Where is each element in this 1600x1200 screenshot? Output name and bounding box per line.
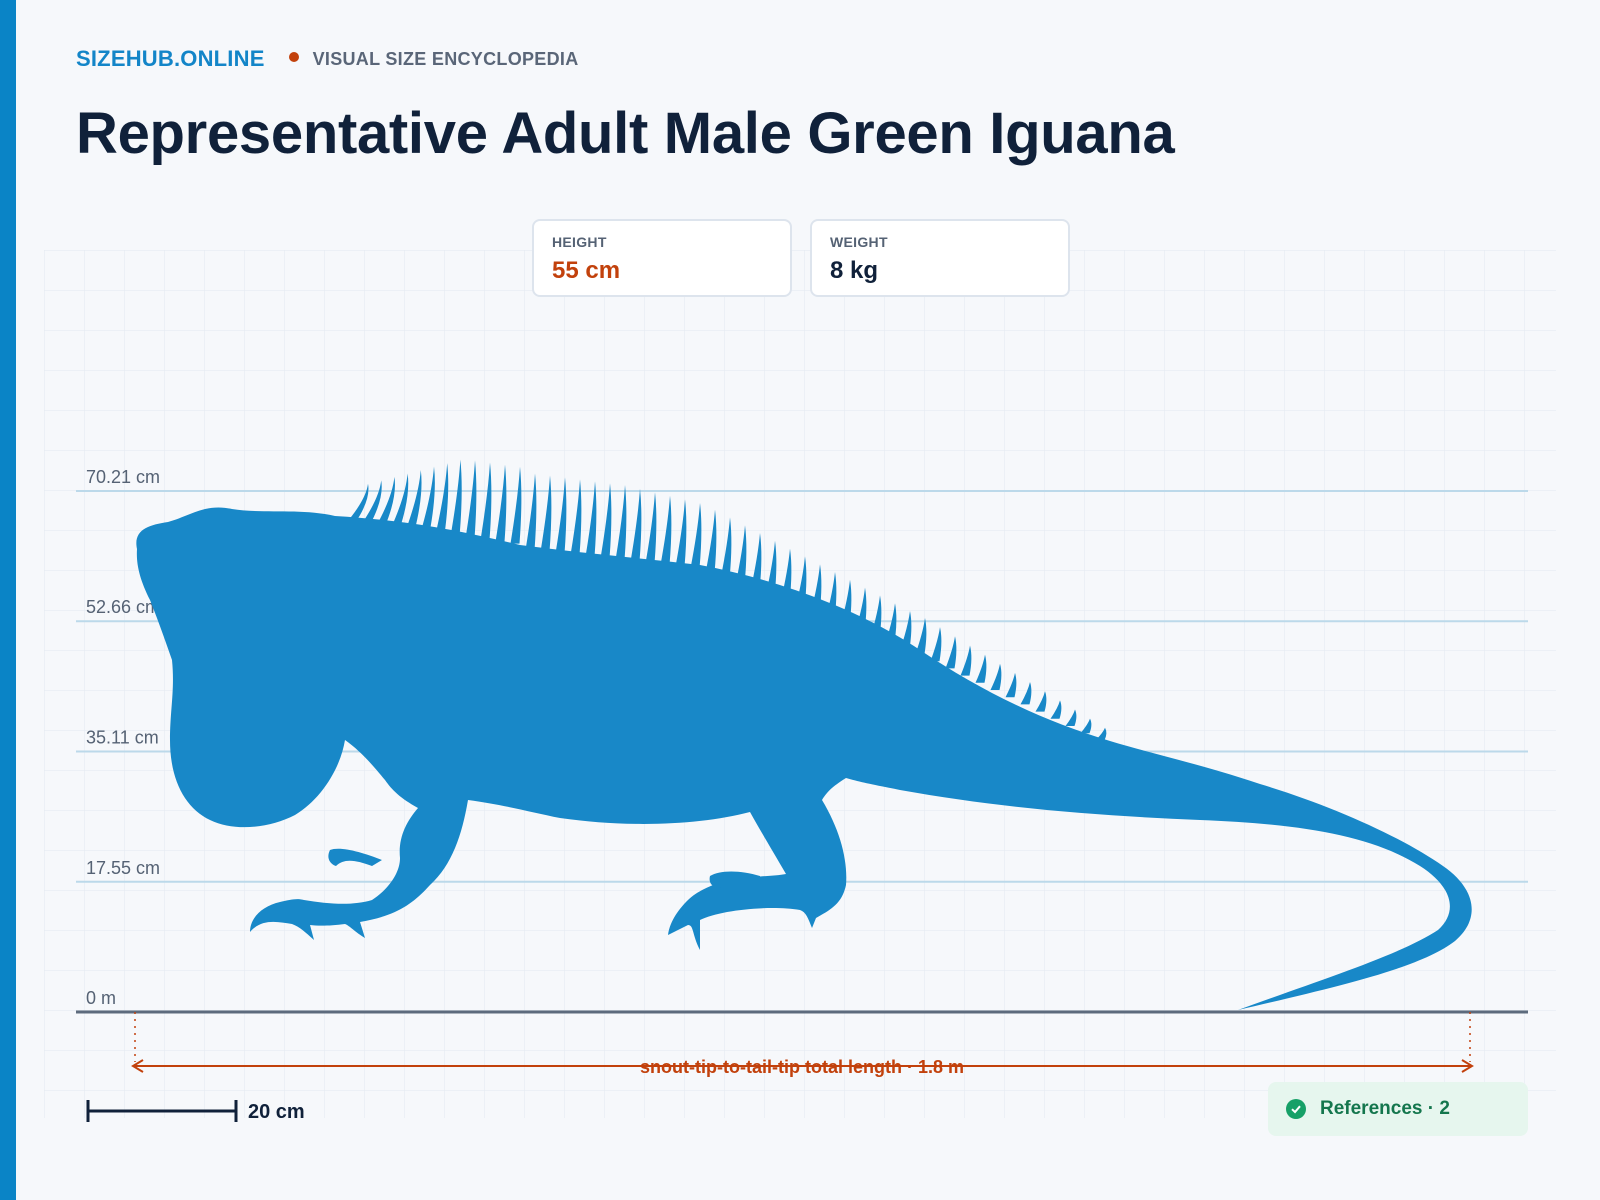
crest-spine: [1080, 718, 1092, 734]
crest-spine: [510, 466, 522, 544]
crest-spine: [915, 618, 927, 654]
rear-foot: [709, 871, 760, 888]
crest-spine: [690, 503, 702, 569]
crest-spine: [540, 475, 552, 552]
crest-spine: [1065, 709, 1077, 726]
weight-stat-card: WEIGHT 8 kg: [810, 219, 1070, 297]
scale-bar-label: 20 cm: [248, 1101, 305, 1123]
left-arrowhead-icon: [131, 1059, 144, 1073]
crest-spine: [930, 627, 942, 662]
check-circle-icon: [1286, 1099, 1306, 1119]
crest-spine: [420, 466, 435, 533]
crest-spine: [750, 533, 762, 591]
crest-spine: [675, 499, 687, 567]
crest-spine: [630, 488, 642, 562]
crest-spine: [525, 473, 537, 551]
crest-spine: [555, 477, 567, 554]
crest-spine: [645, 492, 657, 564]
front-foot: [328, 848, 382, 866]
crest-spine: [480, 462, 492, 540]
crest-spine: [465, 460, 477, 539]
crest-spine: [375, 476, 395, 528]
weight-value: 8 kg: [830, 257, 879, 284]
crest-spine: [405, 470, 422, 531]
crest-spine: [960, 645, 972, 676]
crest-spine: [765, 540, 777, 597]
gridline-label: 35.11 cm: [86, 727, 159, 747]
length-label: snout-tip-to-tail-tip total length · 1.8…: [640, 1057, 964, 1077]
crest-spine: [585, 481, 597, 557]
crest-spine: [1035, 691, 1047, 712]
crest-spine: [435, 463, 449, 535]
crest-spine: [570, 479, 582, 556]
brand-header: SIZEHUB.ONLINE VISUAL SIZE ENCYCLOPEDIA: [76, 46, 579, 72]
crest-spine: [1050, 700, 1062, 719]
iguana-silhouette: [136, 459, 1472, 1010]
gridline-label: 0 m: [86, 988, 116, 1008]
brand-name[interactable]: SIZEHUB.ONLINE: [76, 46, 265, 71]
gridline-label: 52.66 cm: [86, 597, 160, 617]
crest-spine: [885, 603, 897, 644]
crest-spine: [1095, 727, 1107, 741]
crest-spine: [975, 654, 987, 683]
crest-spine: [900, 611, 912, 649]
iguana-body: [136, 507, 1472, 1010]
bullet-dot-icon: [288, 52, 299, 62]
height-label: HEIGHT: [552, 234, 607, 250]
crest-spine: [600, 483, 612, 559]
crest-spine: [945, 636, 957, 669]
crest-spine: [990, 663, 1002, 690]
height-value: 55 cm: [552, 257, 621, 284]
dorsal-crest: [345, 459, 1107, 741]
crest-spine: [1020, 682, 1032, 705]
weight-label: WEIGHT: [830, 234, 888, 250]
references-button[interactable]: References · 2: [1268, 1082, 1528, 1136]
brand-tagline: VISUAL SIZE ENCYCLOPEDIA: [312, 48, 579, 69]
length-annotation: snout-tip-to-tail-tip total length · 1.8…: [131, 1012, 1474, 1077]
crest-spine: [1005, 672, 1017, 698]
references-label: References · 2: [1320, 1098, 1450, 1119]
crest-spine: [615, 485, 627, 560]
crest-spine: [360, 480, 382, 526]
crest-spine: [345, 483, 369, 524]
crest-spine: [720, 517, 732, 579]
gridline-label: 17.55 cm: [86, 858, 160, 878]
accent-bar: [0, 0, 16, 1200]
height-stat-card: HEIGHT 55 cm: [532, 219, 792, 297]
page-title: Representative Adult Male Green Iguana: [76, 101, 1175, 166]
crest-spine: [705, 509, 717, 573]
right-arrowhead-icon: [1461, 1059, 1474, 1073]
crest-spine: [735, 525, 747, 585]
crest-spine: [450, 459, 462, 537]
scale-bar: 20 cm: [86, 1100, 305, 1123]
crest-spine: [390, 473, 409, 530]
crest-spine: [660, 495, 672, 565]
gridline-label: 70.21 cm: [86, 467, 160, 487]
crest-spine: [495, 464, 507, 542]
